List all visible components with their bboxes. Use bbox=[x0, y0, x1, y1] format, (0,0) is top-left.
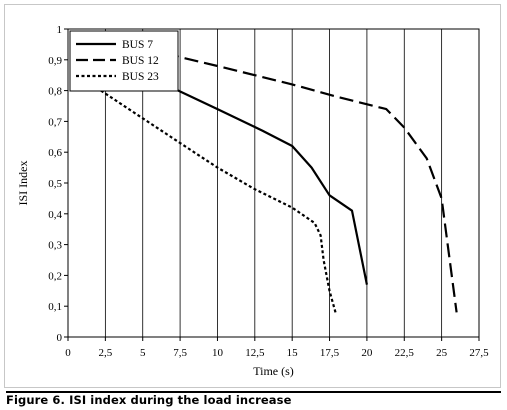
figure-frame: 0 2,5 5 7,5 10 12,5 15 17,5 20 22,5 25 27,5 0 0,1 0,2 0… bbox=[4, 4, 501, 388]
x-tick-label: 2,5 bbox=[98, 347, 112, 359]
x-tick-label: 7,5 bbox=[173, 347, 187, 359]
x-tick-label: 15 bbox=[287, 347, 299, 359]
x-tick-label: 27,5 bbox=[469, 347, 489, 359]
legend-label: BUS 23 bbox=[122, 71, 159, 83]
y-tick-label: 0,4 bbox=[48, 209, 62, 221]
y-tick-label: 0,9 bbox=[48, 55, 62, 67]
x-tick-label: 0 bbox=[65, 347, 71, 359]
x-tick-label: 17,5 bbox=[320, 347, 340, 359]
x-tick-label: 20 bbox=[361, 347, 373, 359]
y-axis-label: ISI Index bbox=[16, 161, 30, 206]
x-tick-label: 25 bbox=[436, 347, 448, 359]
axis-ticks: 0 2,5 5 7,5 10 12,5 15 17,5 20 22,5 25 27,5 0 0,1 0,2 0… bbox=[48, 24, 489, 359]
legend: BUS 7 BUS 12 BUS 23 bbox=[69, 30, 179, 92]
y-tick-label: 0,8 bbox=[48, 86, 62, 98]
series-line-0 bbox=[164, 83, 368, 285]
y-tick-label: 0,1 bbox=[48, 301, 62, 313]
y-tick-label: 0,7 bbox=[48, 116, 62, 128]
isi-chart: 0 2,5 5 7,5 10 12,5 15 17,5 20 22,5 25 27,5 0 0,1 0,2 0… bbox=[16, 24, 489, 378]
legend-label: BUS 7 bbox=[122, 39, 153, 51]
x-axis-label: Time (s) bbox=[253, 364, 294, 378]
legend-label: BUS 12 bbox=[122, 55, 159, 67]
x-tick-label: 22,5 bbox=[395, 347, 415, 359]
y-tick-label: 0,3 bbox=[48, 240, 62, 252]
x-tick-label: 5 bbox=[140, 347, 146, 359]
y-tick-label: 0,2 bbox=[48, 270, 62, 282]
x-tick-label: 12,5 bbox=[245, 347, 265, 359]
series-lines bbox=[100, 52, 458, 313]
series-line-1 bbox=[164, 52, 458, 313]
y-tick-label: 0 bbox=[57, 332, 63, 344]
figure-caption: Figure 6. ISI index during the load incr… bbox=[6, 391, 501, 410]
y-tick-label: 0,5 bbox=[48, 178, 62, 190]
y-tick-label: 0,6 bbox=[48, 147, 62, 159]
x-tick-label: 10 bbox=[212, 347, 224, 359]
series-line-2 bbox=[100, 89, 337, 313]
y-tick-label: 1 bbox=[57, 24, 63, 36]
